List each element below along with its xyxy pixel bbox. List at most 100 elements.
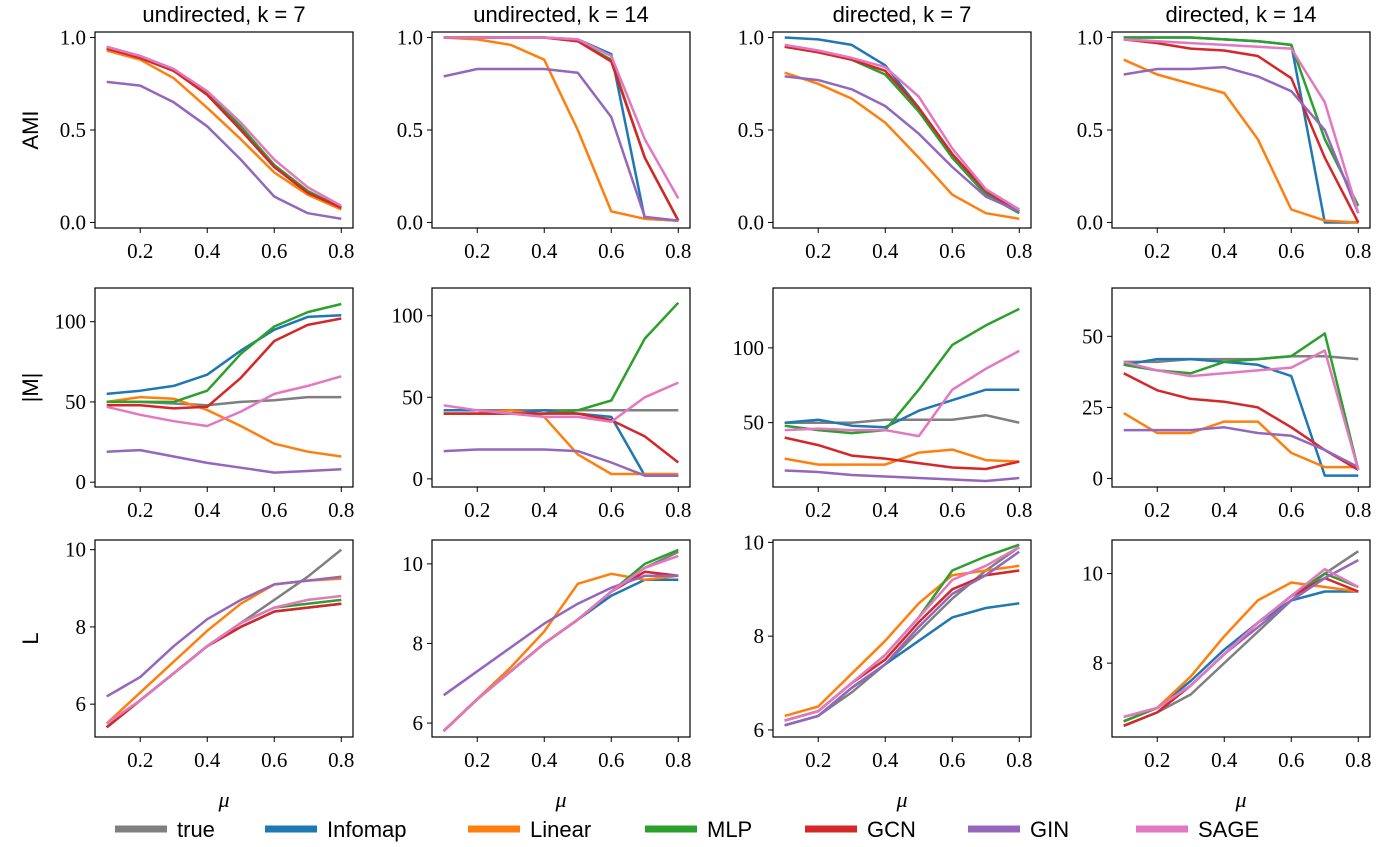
panel-title: undirected, k = 7	[142, 2, 305, 27]
series-line	[784, 75, 1020, 213]
x-tick-label: 0.8	[1345, 239, 1371, 263]
plot-frame	[1111, 287, 1371, 488]
plot-frame	[431, 539, 691, 738]
legend-label: Linear	[530, 817, 591, 842]
legend-label: SAGE	[1198, 817, 1259, 842]
legend-label: MLP	[707, 817, 752, 842]
x-tick-label: 0.2	[127, 498, 153, 522]
series-line	[443, 409, 679, 476]
x-tick-label: 0.2	[805, 748, 831, 772]
series-line	[1123, 576, 1359, 727]
x-tick-label: 0.4	[194, 239, 221, 263]
series-line	[106, 45, 342, 209]
y-tick-label: 0.5	[397, 118, 423, 142]
x-tick-label: 0.2	[127, 748, 153, 772]
series-line	[442, 554, 679, 732]
y-axis-label: L	[18, 632, 43, 644]
y-tick-label: 8	[754, 624, 765, 648]
x-tick-label: 0.2	[1144, 748, 1170, 772]
y-tick-label: 50	[1082, 324, 1103, 348]
x-tick-label: 0.6	[598, 498, 624, 522]
legend-label: true	[177, 817, 215, 842]
series-line	[443, 409, 679, 477]
x-tick-label: 0.4	[194, 498, 221, 522]
x-tick-label: 0.4	[531, 498, 558, 522]
x-tick-label: 0.4	[1211, 498, 1238, 522]
panel: 0.2 0.4 0.6 0.8 0 50 100 |M|	[18, 287, 354, 522]
y-tick-label: 100	[733, 336, 765, 360]
plot-frame	[1111, 31, 1371, 229]
x-tick-label: 0.8	[665, 239, 691, 263]
x-tick-label: 0.8	[1006, 498, 1032, 522]
x-axis-label: μ	[554, 787, 566, 812]
x-tick-label: 0.6	[598, 748, 624, 772]
plot-frame	[772, 287, 1032, 488]
series-line	[784, 469, 1020, 483]
y-tick-label: 50	[65, 390, 86, 414]
x-tick-label: 0.4	[872, 498, 899, 522]
series-line	[443, 301, 680, 415]
plot-frame	[772, 539, 1032, 738]
x-tick-label: 0.4	[1211, 239, 1238, 263]
panel-title: directed, k = 14	[1165, 2, 1316, 27]
x-tick-label: 0.6	[598, 239, 624, 263]
y-tick-label: 100	[55, 310, 87, 334]
y-tick-label: 8	[1093, 651, 1104, 675]
legend-label: GCN	[867, 817, 916, 842]
series-line	[1123, 65, 1360, 214]
y-tick-label: 1.0	[1077, 26, 1103, 50]
x-tick-label: 0.2	[464, 239, 490, 263]
series-line	[1123, 357, 1359, 477]
x-tick-label: 0.8	[328, 498, 354, 522]
x-tick-label: 0.6	[261, 498, 287, 522]
series-line	[443, 381, 679, 424]
series-line	[1123, 36, 1360, 207]
series-line	[106, 302, 342, 404]
y-tick-label: 0.5	[738, 118, 764, 142]
panel-title: directed, k = 7	[833, 2, 972, 27]
series-line	[442, 574, 679, 697]
series-line	[784, 349, 1020, 438]
panel: 0.2 0.4 0.6 0.8 6 8 10 μ	[743, 530, 1032, 812]
plot-frame	[431, 287, 691, 488]
y-tick-label: 10	[402, 552, 423, 576]
panel: 0.2 0.4 0.6 0.8 0.0 0.5 1.0 undirected, k = 7 AM…	[18, 2, 354, 263]
plot-frame	[94, 539, 354, 738]
panel: 0.2 0.4 0.6 0.8 50 100	[733, 287, 1032, 522]
y-tick-label: 8	[413, 631, 424, 655]
series-line	[106, 45, 342, 207]
series-line	[106, 448, 342, 474]
y-tick-label: 1.0	[738, 26, 764, 50]
legend-label: GIN	[1030, 817, 1069, 842]
x-tick-label: 0.4	[872, 239, 899, 263]
x-tick-label: 0.4	[531, 748, 558, 772]
series-line	[443, 67, 679, 222]
series-line	[443, 36, 680, 222]
series-line	[442, 578, 679, 732]
series-line	[106, 80, 342, 221]
y-axis-label: |M|	[18, 373, 43, 403]
x-tick-label: 0.6	[1278, 239, 1304, 263]
panel: 0.2 0.4 0.6 0.8 8 10 μ	[1082, 539, 1371, 812]
panel: 0.2 0.4 0.6 0.8 6 8 10 μ	[402, 539, 691, 812]
series-line	[1123, 354, 1359, 364]
x-axis-label: μ	[1234, 787, 1246, 812]
y-tick-label: 50	[402, 385, 423, 409]
x-tick-label: 0.6	[939, 498, 965, 522]
series-line	[1123, 567, 1359, 719]
series-line	[784, 448, 1020, 466]
y-tick-label: 0.0	[397, 210, 423, 234]
y-tick-label: 6	[754, 718, 765, 742]
series-line	[784, 36, 1020, 211]
x-tick-label: 0.6	[939, 748, 965, 772]
y-tick-label: 0	[413, 467, 424, 491]
x-axis-label: μ	[895, 787, 907, 812]
x-tick-label: 0.2	[464, 748, 490, 772]
series-line	[443, 36, 679, 222]
series-line	[106, 49, 342, 211]
y-tick-label: 0.5	[60, 118, 86, 142]
y-tick-label: 1.0	[397, 26, 423, 50]
series-line	[784, 550, 1021, 727]
x-tick-label: 0.8	[328, 748, 354, 772]
series-line	[1123, 38, 1360, 214]
